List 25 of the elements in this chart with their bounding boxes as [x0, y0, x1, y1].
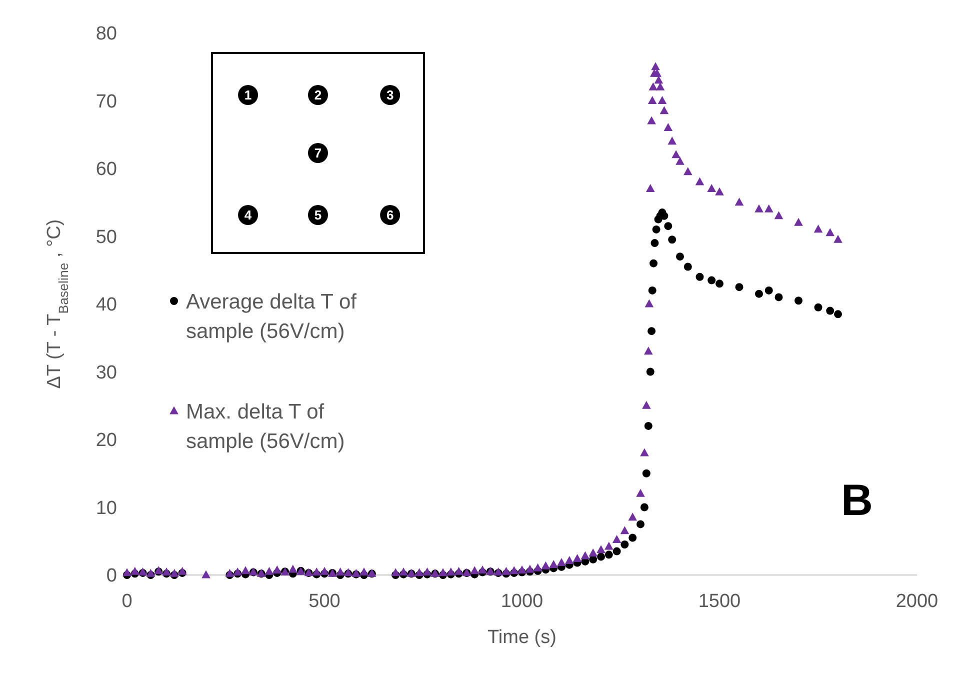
y-tick-label: 70 [96, 91, 117, 112]
y-tick-label: 0 [106, 566, 117, 587]
y-tick-label: 20 [96, 430, 117, 452]
annotation: 6 [386, 208, 394, 223]
y-tick-label: 10 [96, 498, 117, 519]
annotation: 4 [244, 208, 252, 223]
annotation: 2 [314, 88, 322, 103]
x-tick-label: 1000 [500, 591, 544, 612]
x-axis-title: Time (s) [488, 627, 556, 648]
x-tick-label: 2000 [896, 591, 938, 612]
y-tick-label: 60 [96, 159, 117, 180]
annotation: 3 [386, 88, 394, 103]
legend-label: Max. delta T of sample (56V/cm) [186, 400, 345, 453]
y-tick-label: 50 [96, 226, 117, 248]
x-tick-label: 1500 [698, 591, 741, 612]
annotation: B [841, 476, 873, 525]
y-tick-label: 80 [96, 24, 117, 45]
y-tick-label: 40 [96, 294, 117, 316]
annotation: 5 [314, 208, 322, 223]
legend-label: Average delta T of sample (56V/cm) [186, 290, 357, 343]
y-tick-label: 30 [96, 362, 117, 384]
x-tick-label: 0 [122, 591, 132, 612]
annotation: 7 [314, 146, 322, 161]
annotation: 1 [244, 88, 252, 103]
x-tick-label: 500 [308, 591, 340, 612]
